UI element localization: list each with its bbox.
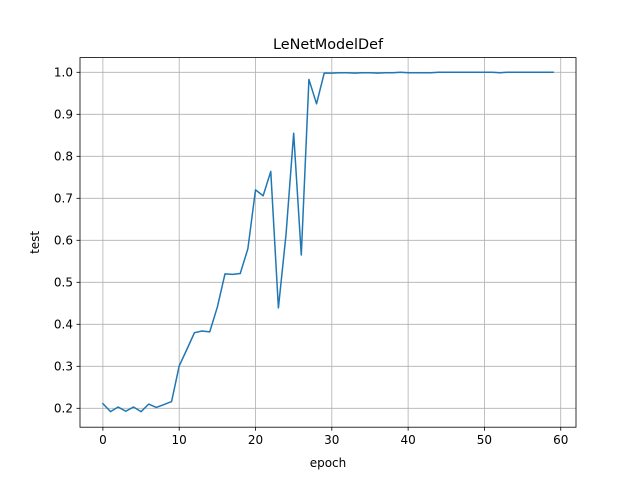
y-tick-label: 0.6 (54, 234, 73, 248)
y-tick-label: 0.7 (54, 192, 73, 206)
grid-layer (80, 57, 576, 428)
y-tick-label: 1.0 (54, 66, 73, 80)
y-axis-label: test (28, 231, 42, 254)
series-layer (101, 71, 554, 413)
series-line-0 (101, 71, 554, 413)
y-tick-label: 0.9 (54, 108, 73, 122)
y-tick-label: 0.8 (54, 150, 73, 164)
y-tick-label: 0.4 (54, 318, 73, 332)
x-tick-label: 10 (172, 433, 187, 447)
x-tick-label: 0 (99, 433, 107, 447)
x-tick-label: 30 (324, 433, 339, 447)
plot-frame (79, 57, 577, 428)
chart-title: LeNetModelDef (273, 37, 384, 53)
x-tick-label: 20 (248, 433, 263, 447)
x-tick-label: 40 (400, 433, 415, 447)
x-tick-label: 50 (477, 433, 492, 447)
x-axis-label: epoch (310, 456, 347, 470)
y-tick-label: 0.3 (54, 360, 73, 374)
y-tick-label: 0.2 (54, 402, 73, 416)
y-tick-label: 0.5 (54, 276, 73, 290)
x-tick-label: 60 (553, 433, 568, 447)
tick-layer: 0 10 20 30 40 50 60 0.2 0.3 0.4 0.5 0.6 0.7 0.8 0.9 1.0 (54, 66, 568, 448)
